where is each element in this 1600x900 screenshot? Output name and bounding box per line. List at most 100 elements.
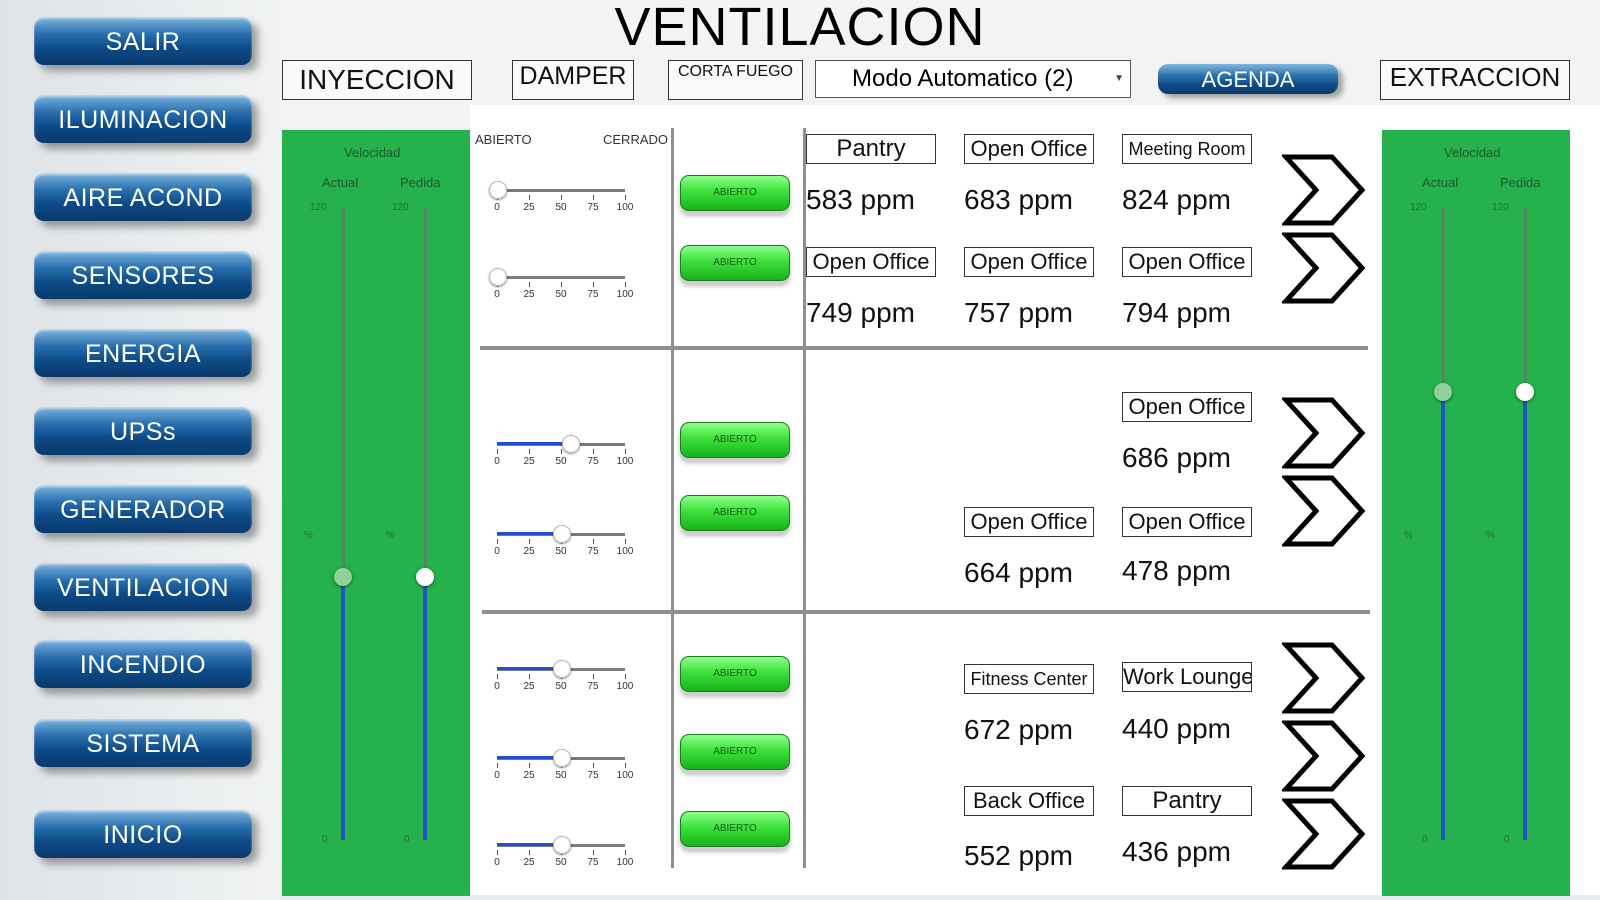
actual-track xyxy=(342,208,345,840)
nav-button-aire-acond[interactable]: AIRE ACOND xyxy=(34,173,252,221)
slider-tick-label: 50 xyxy=(555,202,567,213)
slider-tick-label: 0 xyxy=(494,857,500,868)
room-label: Open Office xyxy=(964,134,1094,164)
nav-button-salir[interactable]: SALIR xyxy=(34,17,252,65)
slider-tick-label: 25 xyxy=(523,456,535,467)
ppm-value: 757 ppm xyxy=(964,297,1073,328)
slider-knob[interactable] xyxy=(553,660,571,678)
room-label: Open Office xyxy=(964,247,1094,277)
ppm-value: 664 ppm xyxy=(964,557,1073,588)
room-label: Meeting Room xyxy=(1122,134,1252,164)
tick-120: 120 xyxy=(310,202,327,213)
nav-button-upss[interactable]: UPSs xyxy=(34,407,252,455)
velocidad-label: Velocidad xyxy=(1444,145,1501,160)
nav-button-incendio[interactable]: INCENDIO xyxy=(34,640,252,688)
damper-open-button[interactable]: ABIERTO xyxy=(680,656,790,692)
damper-slider[interactable]: 0 25 50 75 100 xyxy=(491,524,633,557)
slider-tick-label: 75 xyxy=(587,857,599,868)
slider-tick-label: 75 xyxy=(587,546,599,557)
chevron-right-icon[interactable] xyxy=(1282,642,1366,714)
inyeccion-label: INYECCION xyxy=(282,60,472,100)
percent-unit: % xyxy=(1486,530,1495,541)
chevron-right-icon[interactable] xyxy=(1282,720,1366,792)
nav-button-sistema[interactable]: SISTEMA xyxy=(34,719,252,767)
ppm-value: 794 ppm xyxy=(1122,297,1231,328)
slider-tick-mark xyxy=(593,449,594,454)
divider xyxy=(482,610,1370,614)
slider-tick-label: 25 xyxy=(523,857,535,868)
slider-tick-label: 100 xyxy=(616,857,634,868)
nav-button-ventilacion[interactable]: VENTILACION xyxy=(34,563,252,611)
chevron-right-icon[interactable] xyxy=(1282,798,1366,870)
damper-open-button[interactable]: ABIERTO xyxy=(680,422,790,458)
slider-tick-label: 50 xyxy=(555,857,567,868)
damper-open-button[interactable]: ABIERTO xyxy=(680,811,790,847)
mode-select-value: Modo Automatico (2) xyxy=(852,65,1074,92)
cerrado-label: CERRADO xyxy=(603,132,669,147)
slider-tick-label: 0 xyxy=(494,456,500,467)
slider-knob[interactable] xyxy=(553,836,571,854)
tick-120: 120 xyxy=(1410,202,1427,213)
velocidad-label: Velocidad xyxy=(344,145,401,160)
slider-tick-label: 75 xyxy=(587,202,599,213)
slider-knob[interactable] xyxy=(489,181,507,199)
slider-tick-label: 75 xyxy=(587,770,599,781)
damper-slider[interactable]: 0 25 50 75 100 xyxy=(489,267,633,300)
damper-slider[interactable]: 0 25 50 75 100 xyxy=(489,180,633,213)
room-label: Pantry xyxy=(1122,786,1252,816)
actual-knob xyxy=(1434,383,1452,402)
corta-fuego-label: CORTA FUEGO xyxy=(668,60,803,100)
slider-tick-mark xyxy=(497,449,498,454)
damper-open-button[interactable]: ABIERTO xyxy=(680,495,790,531)
nav-button-sensores[interactable]: SENSORES xyxy=(34,251,252,299)
extraccion-label: EXTRACCION xyxy=(1380,60,1570,100)
ppm-value: 478 ppm xyxy=(1122,555,1231,586)
damper-open-button[interactable]: ABIERTO xyxy=(680,175,790,211)
damper-slider[interactable]: 0 25 50 75 100 xyxy=(491,659,633,692)
slider-fill xyxy=(497,667,561,670)
slider-tick-mark xyxy=(593,674,594,679)
slider-tick-mark xyxy=(625,449,626,454)
page-title: VENTILACION xyxy=(614,0,986,57)
extraccion-panel: Velocidad Actual Pedida 120 120 0 0 % % xyxy=(1382,130,1570,896)
damper-slider[interactable]: 0 25 50 75 100 xyxy=(491,748,633,781)
damper-slider[interactable]: 0 25 50 75 100 xyxy=(491,835,633,868)
slider-tick-mark xyxy=(529,674,530,679)
slider-tick-mark xyxy=(529,539,530,544)
slider-tick-mark xyxy=(625,674,626,679)
mode-select[interactable]: Modo Automatico (2) ▼ xyxy=(815,60,1131,98)
slider-track xyxy=(497,189,625,192)
room-label: Open Office xyxy=(1122,507,1252,537)
pedida-track xyxy=(424,208,427,840)
damper-open-button[interactable]: ABIERTO xyxy=(680,245,790,281)
tick-120: 120 xyxy=(1492,202,1509,213)
tick-0: 0 xyxy=(1422,834,1428,845)
chevron-right-icon[interactable] xyxy=(1282,475,1366,547)
slider-tick-label: 100 xyxy=(616,289,634,300)
pedida-slider-knob[interactable] xyxy=(1516,383,1534,402)
agenda-button[interactable]: AGENDA xyxy=(1158,64,1338,94)
nav-button-generador[interactable]: GENERADOR xyxy=(34,485,252,533)
slider-fill xyxy=(497,442,570,445)
slider-tick-label: 0 xyxy=(494,202,500,213)
chevron-right-icon[interactable] xyxy=(1282,154,1366,226)
damper-slider[interactable]: 0 25 50 75 100 xyxy=(491,434,633,467)
chevron-right-icon[interactable] xyxy=(1282,232,1366,304)
slider-knob[interactable] xyxy=(562,435,580,453)
slider-tick-label: 25 xyxy=(523,202,535,213)
nav-button-energia[interactable]: ENERGIA xyxy=(34,329,252,377)
nav-button-iluminacion[interactable]: ILUMINACION xyxy=(34,95,252,143)
slider-tick-mark xyxy=(497,539,498,544)
damper-label: DAMPER xyxy=(512,60,634,100)
slider-knob[interactable] xyxy=(553,525,571,543)
pedida-fill xyxy=(423,576,427,840)
slider-knob[interactable] xyxy=(553,749,571,767)
ppm-value: 672 ppm xyxy=(964,714,1073,745)
slider-knob[interactable] xyxy=(489,268,507,286)
pedida-slider-knob[interactable] xyxy=(416,567,434,586)
nav-button-inicio[interactable]: INICIO xyxy=(34,810,252,858)
chevron-right-icon[interactable] xyxy=(1282,397,1366,469)
damper-open-button[interactable]: ABIERTO xyxy=(680,734,790,770)
slider-tick-mark xyxy=(561,282,562,287)
slider-tick-mark xyxy=(593,539,594,544)
